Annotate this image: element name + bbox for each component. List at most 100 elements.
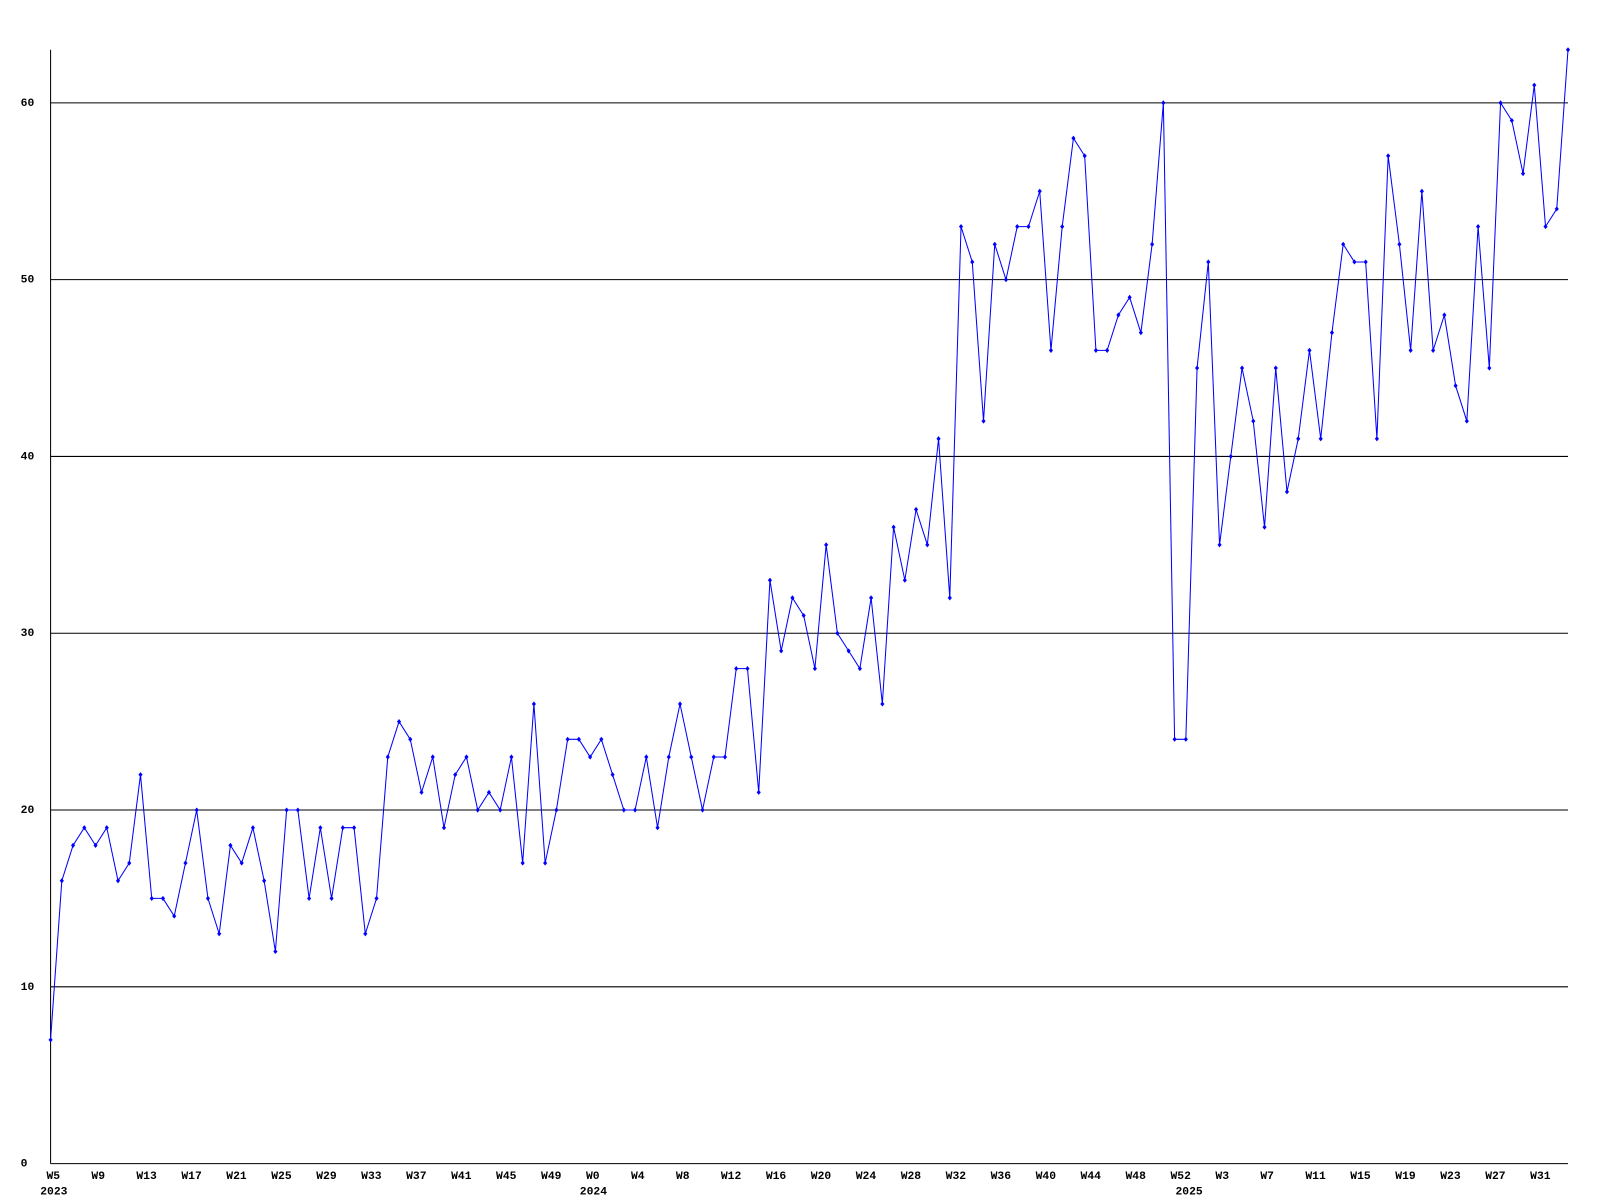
point-marker	[1239, 365, 1245, 371]
x-tick-label: W17	[181, 1171, 202, 1183]
x-tick-label: W21	[226, 1171, 247, 1183]
x-tick-label: W7	[1260, 1171, 1274, 1183]
point-marker	[779, 648, 784, 654]
x-tick-label: W28	[901, 1171, 922, 1183]
point-marker	[981, 418, 986, 424]
point-marker	[396, 719, 402, 725]
point-marker	[1532, 82, 1537, 88]
x-tick-label: W8	[676, 1171, 690, 1183]
point-marker	[1374, 436, 1379, 442]
point-marker	[1161, 100, 1166, 106]
point-marker	[1509, 117, 1514, 124]
point-marker	[1251, 418, 1256, 424]
point-marker	[677, 701, 683, 707]
point-marker	[599, 736, 604, 742]
point-marker	[1363, 259, 1368, 265]
x-tick-label: W12	[721, 1171, 742, 1183]
point-marker	[1307, 347, 1312, 353]
y-tick-label: 10	[21, 982, 35, 994]
point-marker	[1003, 277, 1009, 283]
point-marker	[992, 241, 997, 247]
x-tick-label: W31	[1530, 1171, 1551, 1183]
point-marker	[644, 754, 649, 760]
point-marker	[565, 736, 570, 742]
x-tick-label: W5	[46, 1171, 60, 1183]
point-marker	[48, 1037, 53, 1043]
point-marker	[340, 825, 345, 831]
point-marker	[1487, 365, 1492, 371]
point-marker	[453, 772, 458, 778]
point-marker	[498, 807, 503, 813]
point-marker	[1150, 241, 1155, 247]
x-tick-label: W0	[586, 1171, 600, 1183]
point-marker	[1037, 188, 1042, 194]
point-marker	[1453, 383, 1458, 389]
point-marker	[1093, 347, 1098, 353]
point-marker	[1341, 241, 1346, 247]
point-marker	[160, 895, 166, 902]
point-marker	[745, 666, 750, 672]
point-marker	[419, 789, 424, 795]
point-marker	[1520, 170, 1526, 177]
point-marker	[363, 931, 368, 937]
x-tick-label: W40	[1036, 1171, 1057, 1183]
point-marker	[621, 807, 626, 813]
year-label: 2023	[40, 1186, 67, 1198]
point-marker	[1026, 224, 1031, 230]
x-tick-label: W23	[1440, 1171, 1461, 1183]
point-marker	[520, 860, 525, 866]
point-marker	[1048, 347, 1054, 353]
point-marker	[1329, 330, 1335, 336]
point-marker	[1127, 294, 1132, 300]
point-marker	[1284, 489, 1290, 495]
point-marker	[700, 807, 705, 813]
point-marker	[1183, 736, 1188, 742]
point-marker	[250, 825, 255, 831]
x-tick-label: W41	[451, 1171, 472, 1183]
point-marker	[149, 895, 154, 902]
x-tick-label: W37	[406, 1171, 427, 1183]
point-marker	[1273, 365, 1278, 371]
point-marker	[408, 736, 413, 742]
point-marker	[689, 754, 694, 760]
point-marker	[812, 666, 817, 672]
point-marker	[869, 595, 874, 601]
year-label: 2024	[580, 1186, 607, 1198]
year-label: 2025	[1176, 1186, 1203, 1198]
point-marker	[172, 913, 177, 919]
x-tick-label: W3	[1215, 1171, 1229, 1183]
x-tick-label: W44	[1081, 1171, 1102, 1183]
y-tick-label: 20	[21, 805, 35, 817]
point-marker	[1318, 436, 1323, 442]
point-marker	[857, 666, 862, 672]
point-marker	[284, 807, 289, 813]
point-marker	[1386, 153, 1391, 159]
point-marker	[1476, 224, 1481, 230]
point-marker	[588, 754, 593, 760]
point-marker	[1419, 188, 1424, 194]
point-marker	[1565, 47, 1571, 53]
point-marker	[914, 506, 919, 513]
point-marker	[610, 772, 615, 778]
point-marker	[374, 895, 379, 902]
y-tick-label: 50	[21, 275, 35, 287]
point-marker	[970, 259, 975, 265]
point-marker	[1172, 736, 1177, 742]
point-marker	[205, 895, 211, 902]
point-marker	[239, 860, 244, 866]
point-marker	[633, 807, 638, 813]
point-marker	[531, 701, 536, 707]
x-tick-label: W33	[361, 1171, 382, 1183]
point-marker	[115, 878, 121, 884]
point-marker	[722, 754, 728, 760]
y-tick-label: 0	[21, 1159, 28, 1171]
point-marker	[183, 860, 188, 866]
point-marker	[756, 789, 761, 795]
point-marker	[138, 772, 143, 778]
point-marker	[925, 542, 930, 548]
point-marker	[59, 878, 64, 884]
x-tick-label: W52	[1170, 1171, 1191, 1183]
point-marker	[329, 895, 334, 902]
